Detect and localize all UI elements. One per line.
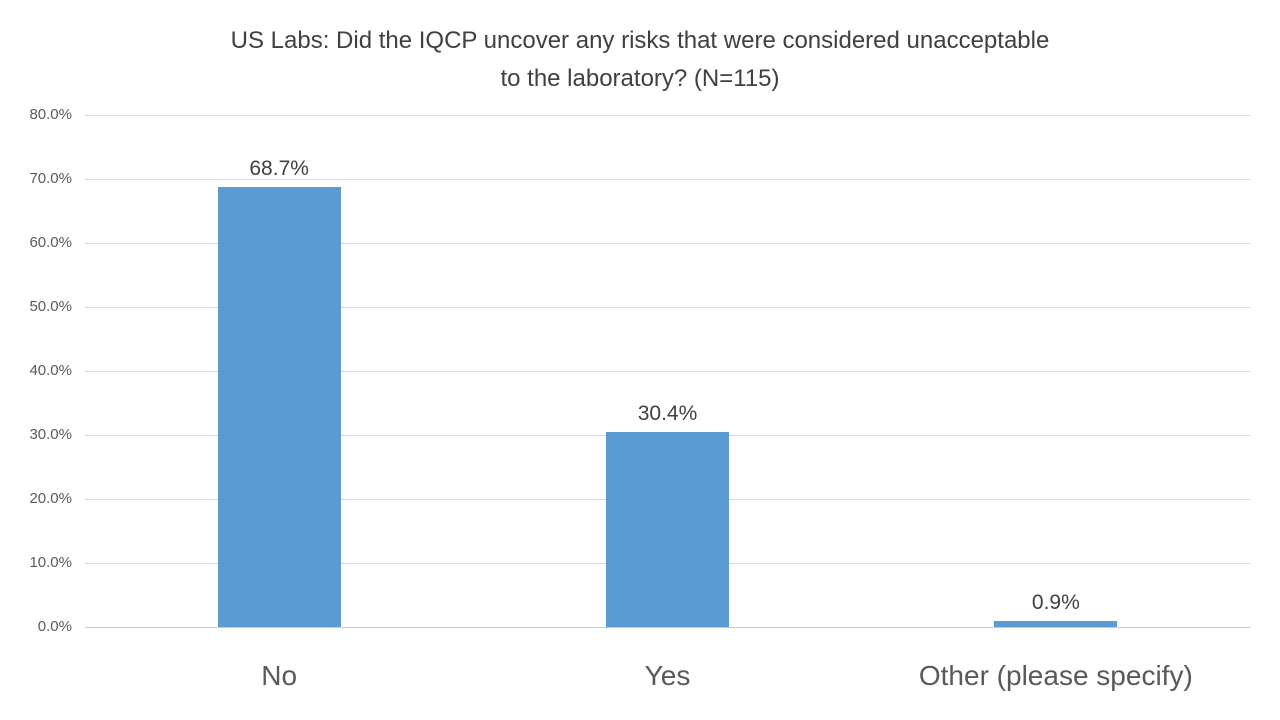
- y-tick-label: 60.0%: [29, 234, 72, 251]
- gridline: [85, 114, 1250, 116]
- bar-value-label: 0.9%: [1031, 591, 1080, 615]
- gridline: [85, 370, 1250, 372]
- gridline: [85, 306, 1250, 308]
- bar-other-please-specify: [994, 621, 1118, 627]
- y-tick-label: 40.0%: [29, 362, 72, 379]
- chart-title-line-2: to the laboratory? (N=115): [500, 65, 780, 92]
- y-tick-label: 0.0%: [37, 618, 72, 635]
- chart-title-line-1: US Labs: Did the IQCP uncover any risks …: [230, 27, 1050, 54]
- y-tick-label: 30.0%: [29, 426, 72, 443]
- y-tick-label: 70.0%: [29, 170, 72, 187]
- gridline: [85, 242, 1250, 244]
- bar-yes: [606, 432, 729, 627]
- y-tick-label: 10.0%: [29, 554, 72, 571]
- bar-value-label: 30.4%: [637, 402, 698, 426]
- chart-title: US Labs: Did the IQCP uncover any risks …: [0, 22, 1280, 98]
- y-tick-label: 20.0%: [29, 490, 72, 507]
- y-tick-label: 80.0%: [29, 106, 72, 123]
- gridline: [85, 178, 1250, 180]
- x-tick-label: No: [261, 660, 298, 691]
- plot-area: 68.7% 30.4% 0.9%: [85, 114, 1250, 628]
- bar-value-label: 68.7%: [249, 157, 309, 181]
- x-axis-line: [85, 626, 1250, 628]
- x-tick-label: Yes: [644, 660, 691, 691]
- y-tick-label: 50.0%: [29, 298, 72, 315]
- x-tick-label: Other (please specify): [918, 660, 1193, 691]
- bar-no: [217, 187, 341, 627]
